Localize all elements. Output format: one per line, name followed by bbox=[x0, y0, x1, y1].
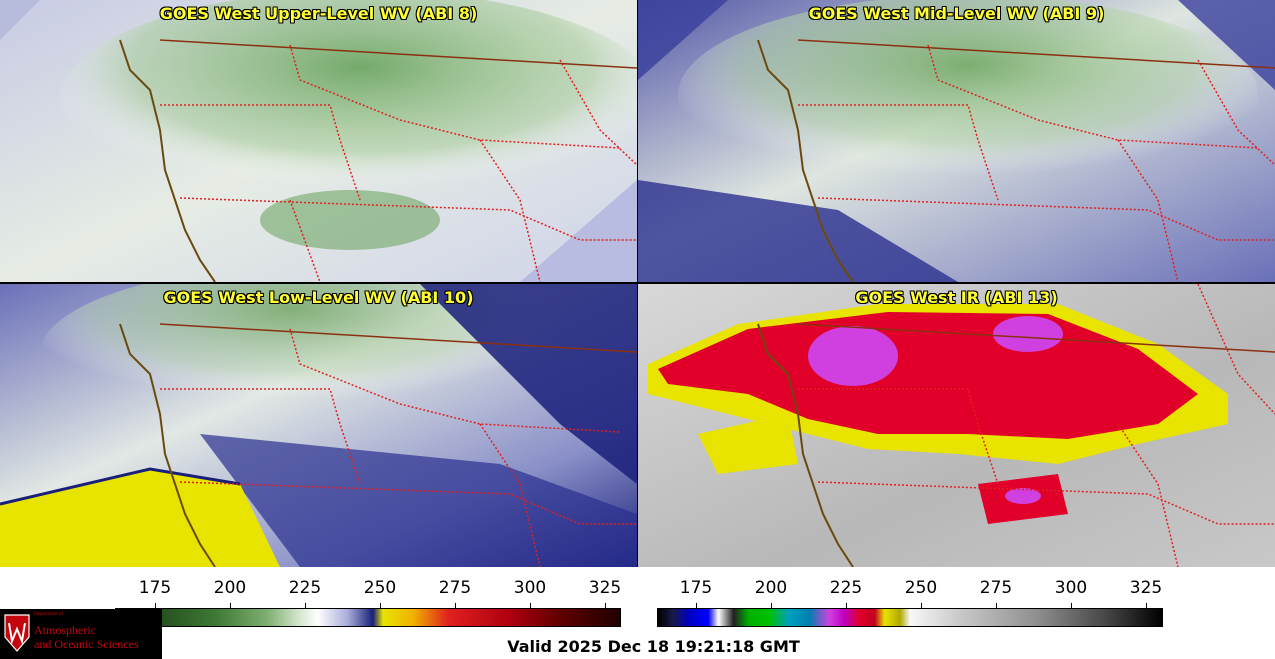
wv-tick-label: 200 bbox=[213, 578, 247, 598]
coastline bbox=[119, 39, 216, 282]
panel-title: GOES West Mid-Level WV (ABI 9) bbox=[808, 4, 1105, 23]
ir-tick-label: 175 bbox=[679, 578, 713, 598]
wv-tick-label: 250 bbox=[363, 578, 397, 598]
ir-tick-label: 325 bbox=[1129, 578, 1163, 598]
ir-tickmark bbox=[921, 603, 922, 609]
coastline bbox=[757, 323, 854, 567]
ir-tick-label: 200 bbox=[754, 578, 788, 598]
wv-tick-label: 325 bbox=[588, 578, 622, 598]
wv-tickmark bbox=[530, 603, 531, 609]
logo-line-1: Atmospheric bbox=[34, 623, 96, 637]
wv-tickmark bbox=[605, 603, 606, 609]
valid-time: Valid 2025 Dec 18 19:21:18 GMT bbox=[507, 637, 800, 656]
logo-dept-text: Department of bbox=[34, 612, 64, 617]
ir-image bbox=[638, 284, 1275, 567]
coastline bbox=[757, 39, 854, 282]
wv-tickmark bbox=[305, 603, 306, 609]
wv-tick-label: 300 bbox=[513, 578, 547, 598]
ir-tickmark bbox=[771, 603, 772, 609]
upper-level-wv-image bbox=[0, 0, 637, 282]
ir-tick-label: 275 bbox=[979, 578, 1013, 598]
logo-line-2: and Oceanic Sciences bbox=[34, 637, 139, 651]
panel-title: GOES West IR (ABI 13) bbox=[855, 288, 1058, 307]
panel-title: GOES West Low-Level WV (ABI 10) bbox=[163, 288, 474, 307]
aos-logo: Department of Atmospheric and Oceanic Sc… bbox=[0, 609, 162, 659]
wv-tickmark bbox=[230, 603, 231, 609]
wv-colorbar bbox=[115, 608, 621, 627]
ir-tickmark bbox=[1146, 603, 1147, 609]
ir-tickmark bbox=[846, 603, 847, 609]
panel-divider-horizontal bbox=[0, 282, 1275, 284]
mid-level-wv-panel: GOES West Mid-Level WV (ABI 9) bbox=[638, 0, 1275, 282]
wv-tick-label: 175 bbox=[138, 578, 172, 598]
low-level-wv-image bbox=[0, 284, 637, 567]
wv-tick-label: 275 bbox=[438, 578, 472, 598]
wv-tick-label: 225 bbox=[288, 578, 322, 598]
wv-tickmark bbox=[380, 603, 381, 609]
low-level-wv-panel: GOES West Low-Level WV (ABI 10) bbox=[0, 284, 637, 567]
ir-tick-label: 250 bbox=[904, 578, 938, 598]
mid-level-wv-image bbox=[638, 0, 1275, 282]
upper-level-wv-panel: GOES West Upper-Level WV (ABI 8) bbox=[0, 0, 637, 282]
wv-tickmark bbox=[155, 603, 156, 609]
uw-shield-icon bbox=[4, 614, 30, 652]
ir-tickmark bbox=[1071, 603, 1072, 609]
ir-tick-label: 225 bbox=[829, 578, 863, 598]
ir-panel: GOES West IR (ABI 13) bbox=[638, 284, 1275, 567]
ir-tick-label: 300 bbox=[1054, 578, 1088, 598]
coastline bbox=[119, 323, 216, 567]
ir-colorbar bbox=[657, 608, 1163, 627]
panel-title: GOES West Upper-Level WV (ABI 8) bbox=[159, 4, 478, 23]
wv-tickmark bbox=[455, 603, 456, 609]
ir-tickmark bbox=[696, 603, 697, 609]
ir-tickmark bbox=[996, 603, 997, 609]
